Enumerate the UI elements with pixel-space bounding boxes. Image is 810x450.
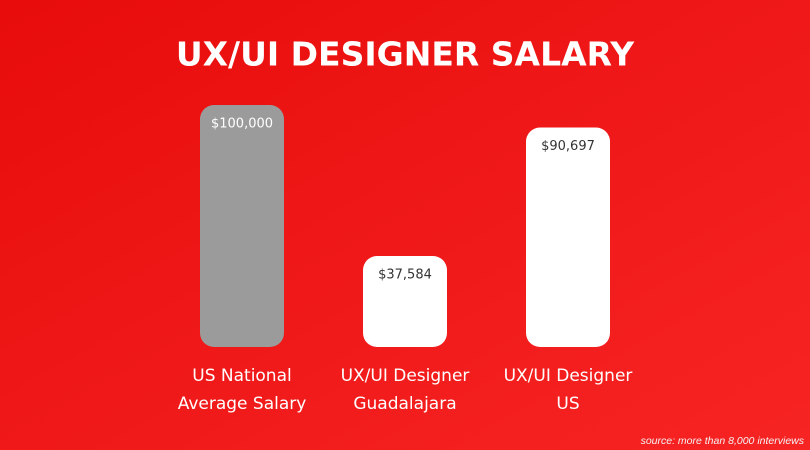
category-label: UX/UI Designer bbox=[341, 366, 470, 386]
value-label: $37,584 bbox=[378, 268, 432, 283]
bar bbox=[363, 256, 447, 347]
source-note: source: more than 8,000 interviews bbox=[641, 435, 805, 447]
category-label: Average Salary bbox=[178, 394, 307, 414]
category-label: Guadalajara bbox=[353, 394, 456, 414]
value-label: $90,697 bbox=[541, 139, 595, 154]
value-label: $100,000 bbox=[211, 117, 273, 132]
bar bbox=[200, 105, 284, 347]
chart-title: UX/UI DESIGNER SALARY bbox=[176, 35, 635, 74]
category-label: US bbox=[556, 394, 579, 414]
category-label: UX/UI Designer bbox=[504, 366, 633, 386]
bar bbox=[526, 127, 610, 347]
category-label: US National bbox=[192, 366, 291, 386]
